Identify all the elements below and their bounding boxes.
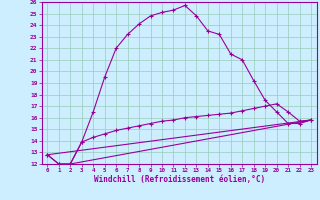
- X-axis label: Windchill (Refroidissement éolien,°C): Windchill (Refroidissement éolien,°C): [94, 175, 265, 184]
